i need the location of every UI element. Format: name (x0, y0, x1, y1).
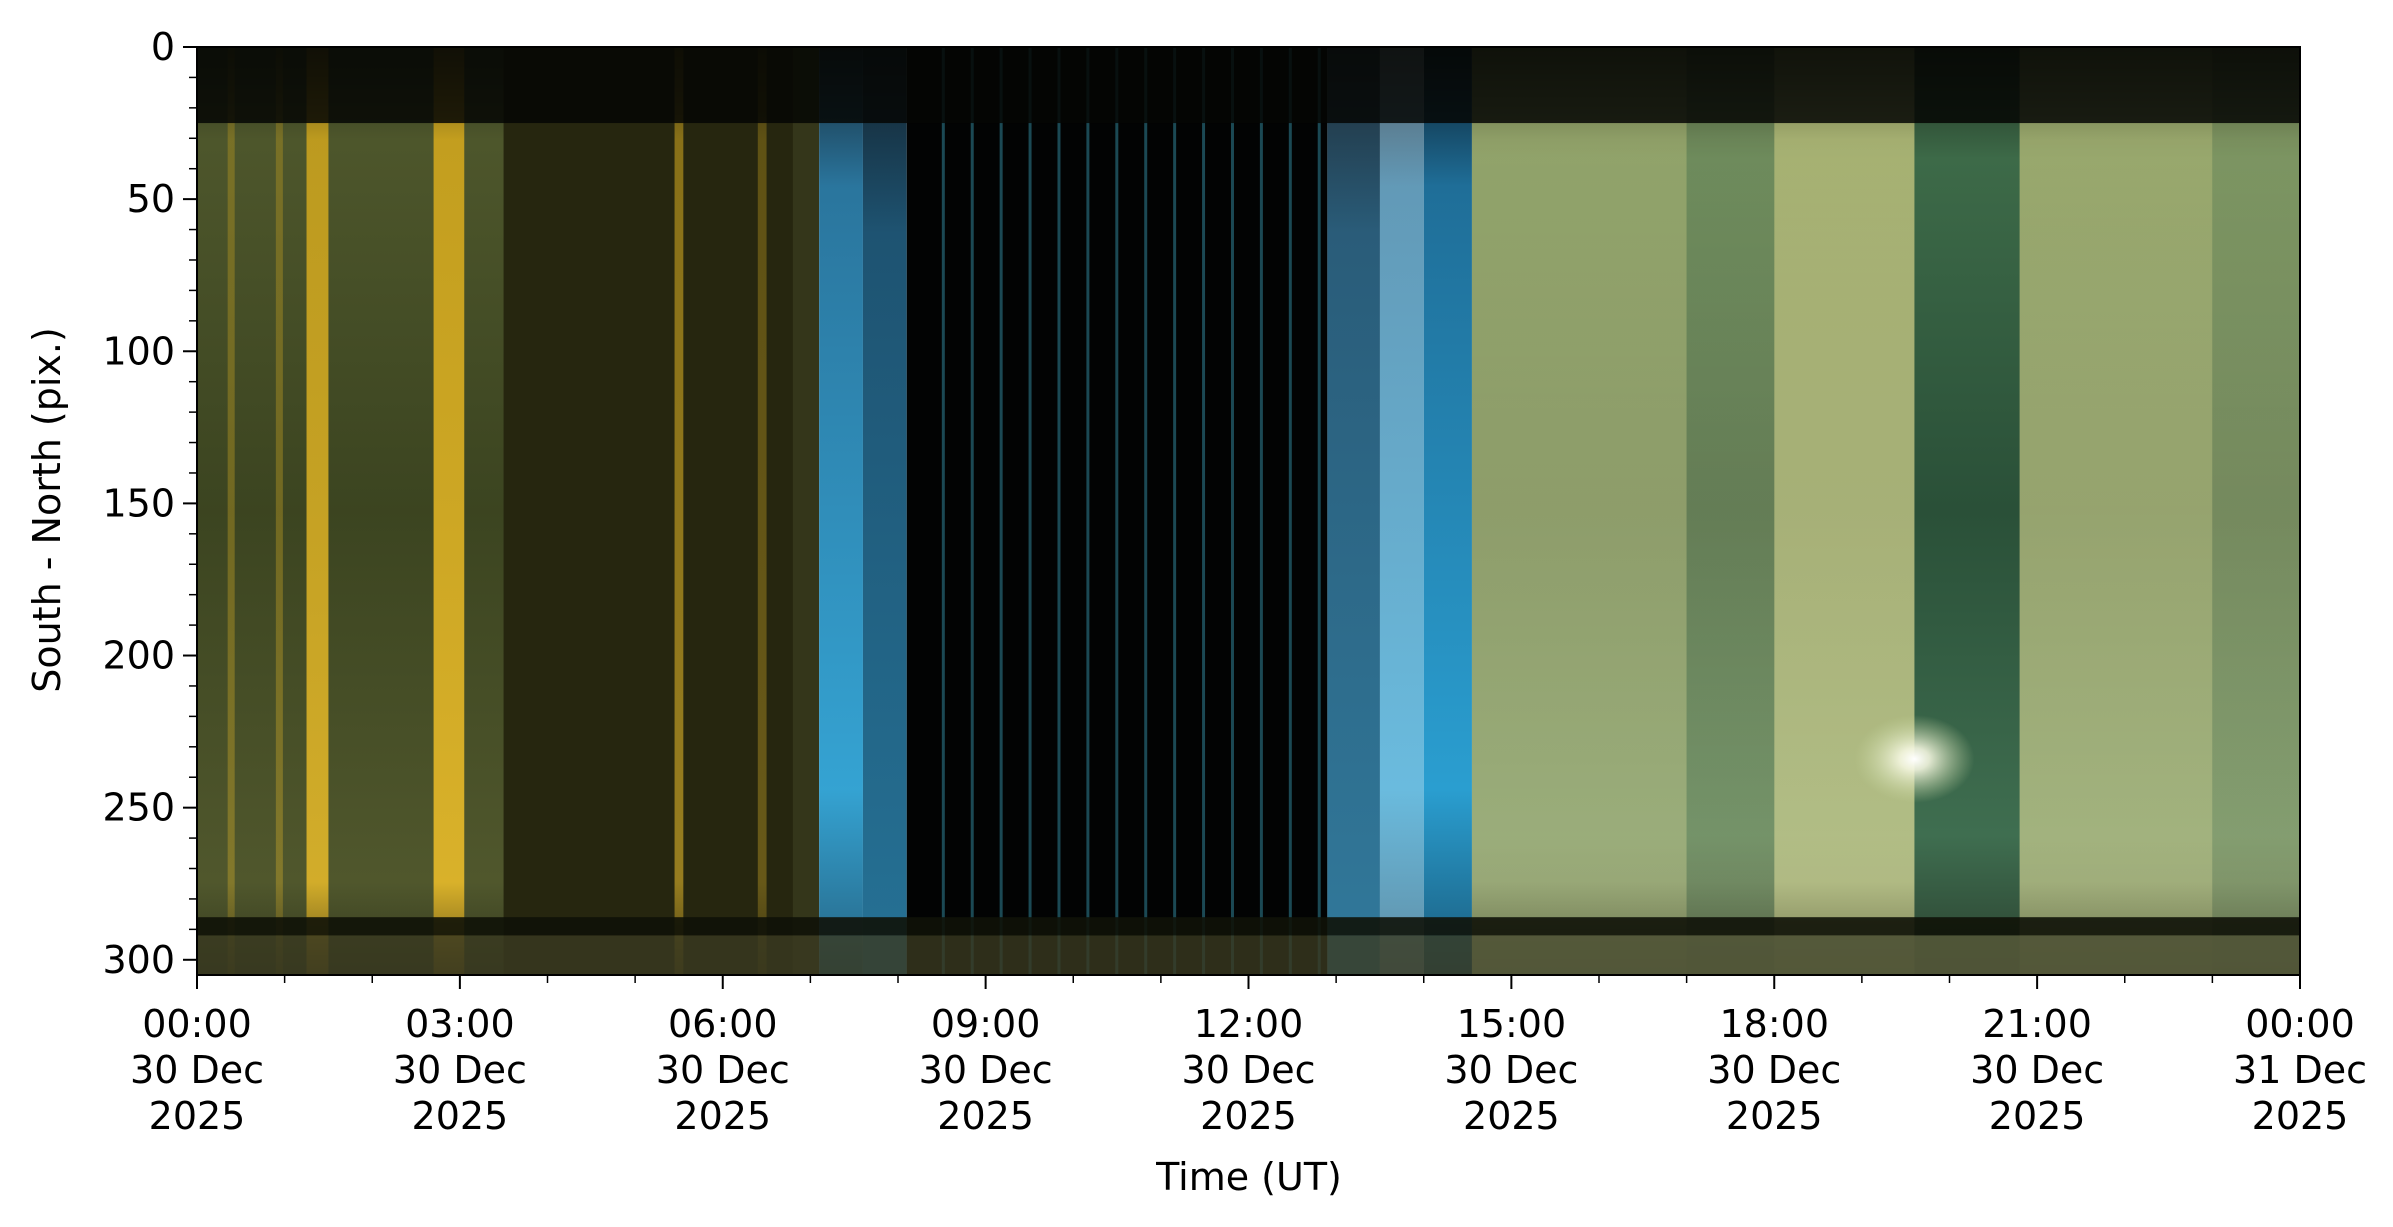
x-tick-label-year: 2025 (937, 1094, 1034, 1138)
x-tick-label-time: 09:00 (931, 1002, 1041, 1046)
y-tick-label: 150 (102, 481, 175, 525)
x-tick-label-year: 2025 (2252, 1094, 2349, 1138)
x-tick-label-year: 2025 (1726, 1094, 1823, 1138)
x-tick-label-day: 30 Dec (130, 1048, 264, 1092)
x-tick-label-day: 30 Dec (919, 1048, 1053, 1092)
x-tick-label-time: 00:00 (2245, 1002, 2355, 1046)
x-tick-label-day: 30 Dec (1970, 1048, 2104, 1092)
x-tick-label-time: 03:00 (405, 1002, 515, 1046)
y-tick-label: 250 (102, 786, 175, 830)
x-tick-label-year: 2025 (1463, 1094, 1560, 1138)
y-axis: 0 50 100 150 200 250 300 (102, 25, 197, 982)
x-tick-label-day: 30 Dec (1707, 1048, 1841, 1092)
x-tick-label-day: 30 Dec (656, 1048, 790, 1092)
x-tick-label-year: 2025 (149, 1094, 246, 1138)
x-tick-label-time: 15:00 (1457, 1002, 1567, 1046)
x-tick-label-day: 30 Dec (1444, 1048, 1578, 1092)
x-tick-label-day: 30 Dec (1182, 1048, 1316, 1092)
y-axis-label: South - North (pix.) (25, 327, 69, 693)
keogram-image (197, 47, 2300, 975)
x-tick-label-time: 21:00 (1982, 1002, 2092, 1046)
x-axis-label: Time (UT) (1155, 1155, 1342, 1199)
x-tick-label-time: 00:00 (142, 1002, 252, 1046)
x-tick-label-day: 30 Dec (393, 1048, 527, 1092)
x-tick-label-year: 2025 (1200, 1094, 1297, 1138)
y-tick-label: 200 (102, 634, 175, 678)
x-tick-label-time: 06:00 (668, 1002, 778, 1046)
x-tick-label-time: 18:00 (1719, 1002, 1829, 1046)
x-tick-label-year: 2025 (1989, 1094, 2086, 1138)
x-tick-label-year: 2025 (674, 1094, 771, 1138)
x-tick-label-day: 31 Dec (2233, 1048, 2367, 1092)
y-tick-label: 0 (151, 25, 175, 69)
y-tick-label: 100 (102, 329, 175, 373)
x-tick-label-year: 2025 (412, 1094, 509, 1138)
y-tick-label: 50 (127, 177, 175, 221)
y-tick-label: 300 (102, 938, 175, 982)
x-tick-label-time: 12:00 (1194, 1002, 1304, 1046)
